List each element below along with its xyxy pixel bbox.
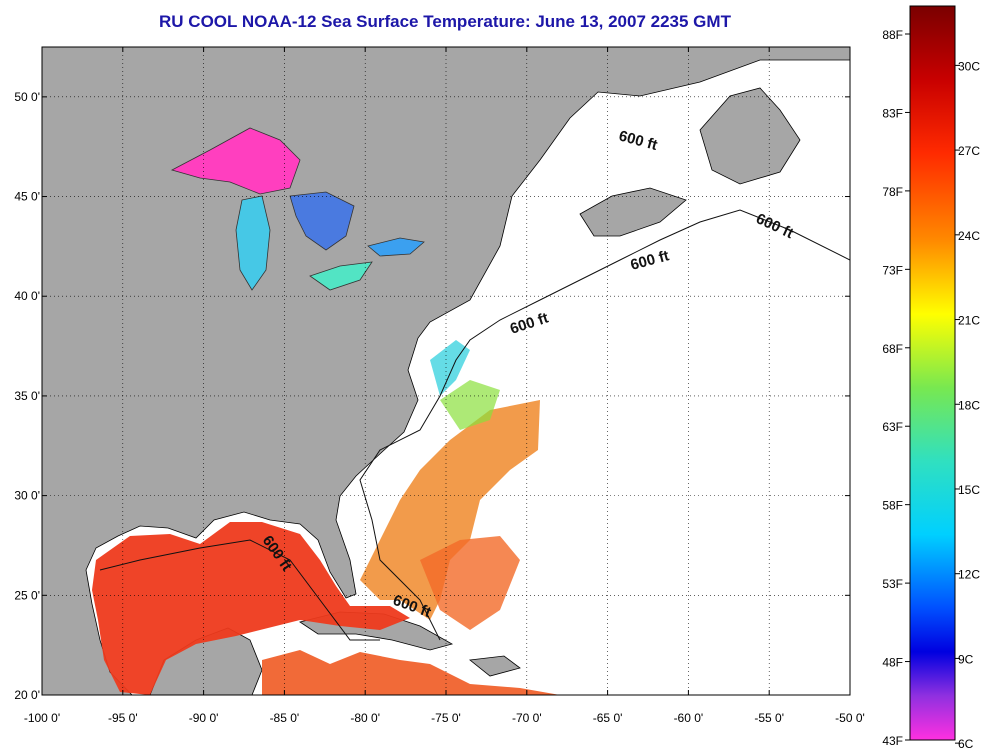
lat-label: 45 0' [14,190,40,204]
colorbar-c-label: 24C [958,229,980,243]
longitude-axis: -100 0' -95 0' -90 0' -85 0' -80 0' -75 0' -70… [24,47,865,725]
lon-label: -70 0' [512,711,542,725]
colorbar-f-label: 78F [882,185,903,199]
lat-label: 20 0' [14,688,40,702]
colorbar-c-label: 18C [958,398,980,412]
lon-label: -90 0' [189,711,219,725]
lat-label: 30 0' [14,489,40,503]
colorbar-c-label: 6C [958,737,974,751]
colorbar-c-label: 30C [958,59,980,73]
contour-600ft [99,209,850,641]
lat-label: 40 0' [14,289,40,303]
colorbar-f-label: 53F [882,577,903,591]
lat-label: 35 0' [14,389,40,403]
colorbar-c-label: 9C [958,652,974,666]
lon-label: -100 0' [24,711,60,725]
colorbar-c-label: 21C [958,314,980,328]
colorbar-gradient [909,5,956,741]
land-hispaniola [469,655,521,677]
lat-label: 25 0' [14,588,40,602]
lon-label: -65 0' [593,711,623,725]
colorbar-fahrenheit-labels: 88F 83F 78F 73F 68F 63F 58F 53F 48F 43F [882,28,910,748]
colorbar-f-label: 68F [882,342,903,356]
lake-superior [170,127,301,195]
colorbar-c-label: 12C [958,568,980,582]
chart-title: RU COOL NOAA-12 Sea Surface Temperature:… [159,12,731,31]
lon-label: -75 0' [431,711,461,725]
lon-label: -95 0' [108,711,138,725]
colorbar-c-label: 27C [958,144,980,158]
colorbar-f-label: 43F [882,734,903,748]
colorbar-f-label: 48F [882,656,903,670]
land-newfoundland [699,87,801,185]
colorbar-f-label: 83F [882,106,903,120]
lon-label: -85 0' [270,711,300,725]
lon-label: -55 0' [754,711,784,725]
colorbar-c-label: 15C [958,483,980,497]
land-nova-scotia [579,187,687,237]
caribbean-warm-water [262,650,560,695]
colorbar-celsius-labels: 30C 27C 24C 21C 18C 15C 12C 9C 6C [955,59,980,751]
gulf-warm-water [92,522,410,695]
sargasso-water [420,536,520,630]
colorbar-f-label: 58F [882,499,903,513]
lake-huron [289,191,355,251]
lon-label: -60 0' [674,711,704,725]
lake-michigan [235,195,271,291]
lon-label: -50 0' [835,711,865,725]
colorbar-f-label: 73F [882,263,903,277]
colorbar-f-label: 88F [882,28,903,42]
gulf-stream-water [360,400,540,620]
latitude-axis: 50 0' 45 0' 40 0' 35 0' 30 0' 25 0' 20 0' [14,90,850,702]
shelf-green-water [440,380,500,430]
lat-label: 50 0' [14,90,40,104]
lon-label: -80 0' [350,711,380,725]
graticule [42,47,850,695]
lake-ontario [367,237,425,257]
colorbar-f-label: 63F [882,420,903,434]
lake-erie [309,261,373,291]
